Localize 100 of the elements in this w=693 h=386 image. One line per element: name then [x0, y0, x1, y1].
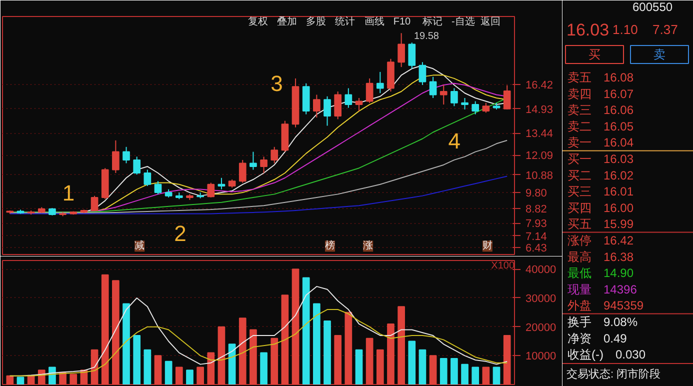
- candlestick: [398, 32, 405, 68]
- line-series: [9, 309, 508, 376]
- bar: [260, 352, 268, 384]
- candlestick: [440, 84, 448, 106]
- bar: [302, 277, 310, 384]
- category-label: 换手 9.08%: [568, 315, 638, 329]
- candlestick: [260, 156, 268, 174]
- annotation: 返回: [480, 16, 501, 28]
- bar: [292, 268, 300, 384]
- bar: [207, 352, 215, 384]
- bar: [238, 318, 246, 384]
- candlestick: [472, 100, 480, 115]
- category-label: 买三 16.01: [568, 184, 634, 199]
- candlestick: [250, 151, 257, 170]
- y-tick-label: 12.09: [526, 150, 554, 162]
- bar: [6, 375, 14, 384]
- bar: [218, 326, 226, 384]
- annotation: 叠加: [277, 16, 298, 28]
- bar: [154, 355, 162, 384]
- bar: [376, 349, 384, 384]
- candlestick: [503, 84, 511, 110]
- candlestick: [418, 62, 426, 86]
- y-tick-label: 30000: [526, 292, 556, 305]
- annotation: 复权: [248, 16, 268, 28]
- category-label: 最高 16.38: [568, 250, 634, 264]
- annotation: 画线: [364, 16, 384, 28]
- annotation: -自选: [452, 16, 475, 28]
- text: 交易状态: 闭市阶段: [566, 368, 661, 380]
- text: 600550: [632, 0, 673, 14]
- candlestick: [408, 42, 416, 70]
- candlestick: [376, 71, 384, 94]
- category-label: 卖一 16.04: [568, 136, 634, 150]
- candlestick: [122, 146, 130, 164]
- bar: [324, 320, 331, 384]
- y-tick-label: 20000: [526, 322, 556, 334]
- annotation: 减: [134, 240, 145, 252]
- text: 买: [588, 48, 600, 62]
- candlestick: [450, 88, 458, 107]
- category-label: 收益(-) 0.030: [568, 348, 646, 362]
- bar: [344, 312, 352, 384]
- y-tick-label: 7.14: [526, 230, 547, 243]
- category-label: 买二 16.02: [568, 168, 634, 182]
- bar: [387, 323, 394, 384]
- y-tick-label: 7.93: [526, 218, 547, 230]
- candlestick: [90, 195, 98, 211]
- y-tick-label: 13.44: [526, 128, 554, 140]
- bar: [461, 364, 468, 384]
- annotation: 4: [448, 128, 461, 154]
- candlestick: [238, 159, 246, 184]
- bar: [270, 338, 278, 384]
- bar: [59, 372, 66, 384]
- y-tick-label: 10.88: [526, 170, 554, 182]
- category-label: 净资 0.49: [568, 331, 627, 346]
- bar: [313, 303, 320, 384]
- bar: [429, 355, 437, 384]
- bar: [334, 334, 342, 384]
- annotation: 2: [174, 221, 186, 246]
- category-label: 外盘 945359: [568, 298, 644, 313]
- category-label: 最低 14.90: [568, 266, 634, 280]
- annotation: X100: [491, 260, 515, 272]
- text: 16.03: [566, 20, 610, 40]
- annotation: 榜: [325, 240, 336, 252]
- bar: [196, 366, 204, 384]
- text: 1.10: [612, 22, 638, 37]
- candlestick: [112, 140, 120, 174]
- annotation: 财: [482, 240, 492, 252]
- bar: [112, 280, 120, 384]
- candlestick: [344, 88, 352, 108]
- candlestick: [270, 146, 278, 164]
- candlestick: [461, 98, 468, 110]
- y-tick-label: 9.80: [526, 188, 547, 200]
- bar: [70, 374, 78, 384]
- bar: [440, 358, 448, 384]
- bar: [408, 340, 416, 384]
- category-label: 买一 16.03: [568, 152, 634, 166]
- bar: [355, 349, 363, 384]
- annotation: 涨: [363, 240, 374, 252]
- candlestick: [366, 78, 374, 104]
- bar: [175, 366, 183, 384]
- annotation: 1: [62, 180, 75, 206]
- candlestick: [218, 177, 226, 190]
- annotation: 标记: [421, 16, 442, 28]
- bar: [503, 334, 511, 384]
- candlestick: [324, 96, 331, 126]
- bar: [186, 370, 194, 384]
- bar: [144, 349, 152, 384]
- text: 7.37: [652, 22, 678, 37]
- y-tick-label: 16.42: [526, 80, 554, 92]
- category-label: 卖二 16.05: [568, 119, 634, 134]
- annotation: 多股: [306, 16, 326, 28]
- candlestick: [482, 102, 490, 114]
- category-label: 买四 16.00: [568, 200, 634, 215]
- bar: [398, 306, 405, 384]
- bar: [250, 329, 257, 384]
- y-tick-label: 40000: [526, 264, 556, 276]
- y-tick-label: 14.93: [526, 104, 554, 116]
- y-tick-label: 8.82: [526, 204, 547, 216]
- candlestick: [313, 94, 320, 118]
- bar: [281, 294, 289, 384]
- candlestick: [207, 182, 215, 198]
